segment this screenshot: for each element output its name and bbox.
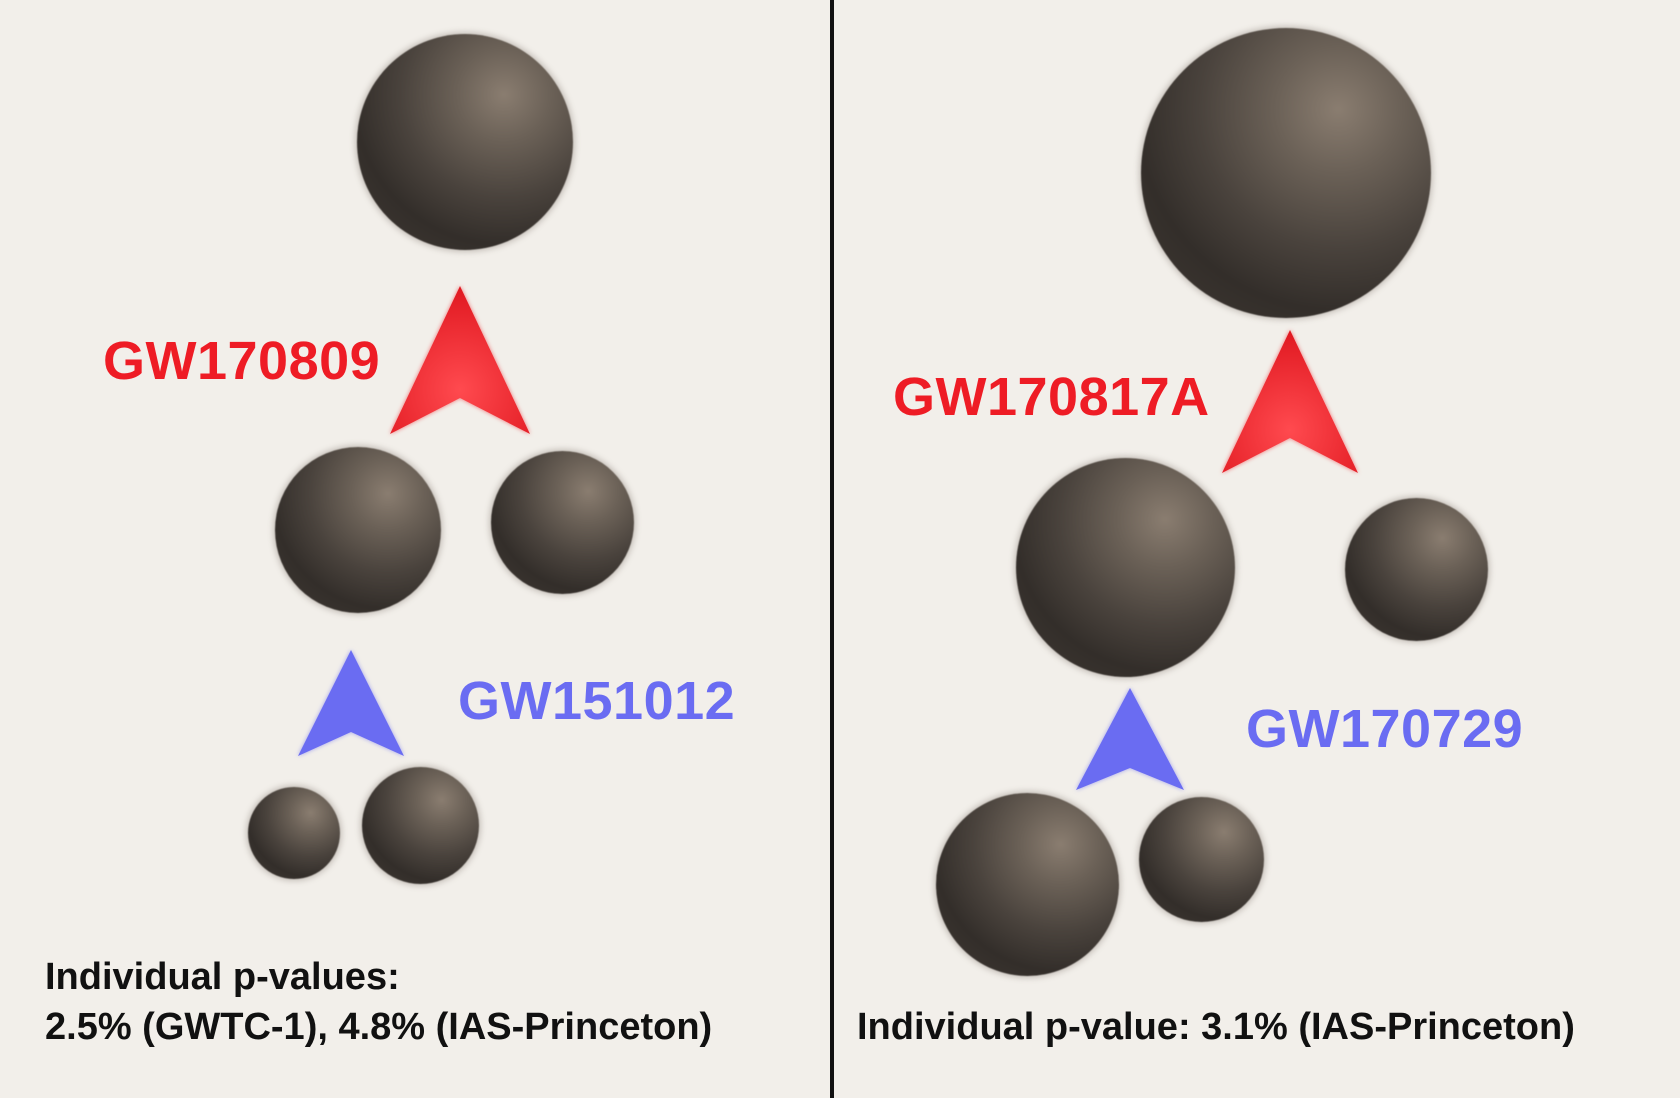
left-panel: GW170809 GW151012 Individual p-values: 2… — [0, 0, 830, 1098]
companion-black-hole-sphere — [1345, 498, 1488, 641]
remnant-black-hole-sphere — [1141, 28, 1431, 318]
pvalue-line: 2.5% (GWTC-1), 4.8% (IAS-Princeton) — [45, 1006, 713, 1049]
red-merger-arrow-icon — [390, 286, 530, 434]
upper-event-label: GW170809 — [103, 331, 381, 391]
merged-black-hole-sphere — [275, 447, 441, 613]
remnant-black-hole-sphere — [357, 34, 573, 250]
merged-black-hole-sphere — [1016, 458, 1235, 677]
lower-event-label: GW151012 — [458, 671, 736, 731]
blue-merger-arrow-icon — [1076, 688, 1184, 790]
pvalue-text: Individual p-value: 3.1% (IAS-Princeton) — [857, 1002, 1575, 1052]
pvalue-text: Individual p-values: 2.5% (GWTC-1), 4.8%… — [45, 952, 712, 1052]
pvalue-line: Individual p-values: — [45, 956, 400, 998]
progenitor-black-hole-sphere-small — [248, 787, 340, 879]
right-panel: GW170817A GW170729 Individual p-value: 3… — [834, 0, 1680, 1098]
companion-black-hole-sphere — [491, 451, 634, 594]
upper-event-label: GW170817A — [893, 367, 1210, 427]
progenitor-black-hole-sphere-large — [362, 767, 479, 884]
progenitor-black-hole-sphere-small — [1139, 797, 1264, 922]
red-merger-arrow-icon — [1222, 330, 1358, 473]
blue-merger-arrow-icon — [298, 650, 404, 756]
panel-divider — [830, 0, 834, 1098]
progenitor-black-hole-sphere-large — [936, 793, 1119, 976]
pvalue-line: Individual p-value: 3.1% (IAS-Princeton) — [857, 1006, 1575, 1048]
lower-event-label: GW170729 — [1246, 699, 1524, 759]
